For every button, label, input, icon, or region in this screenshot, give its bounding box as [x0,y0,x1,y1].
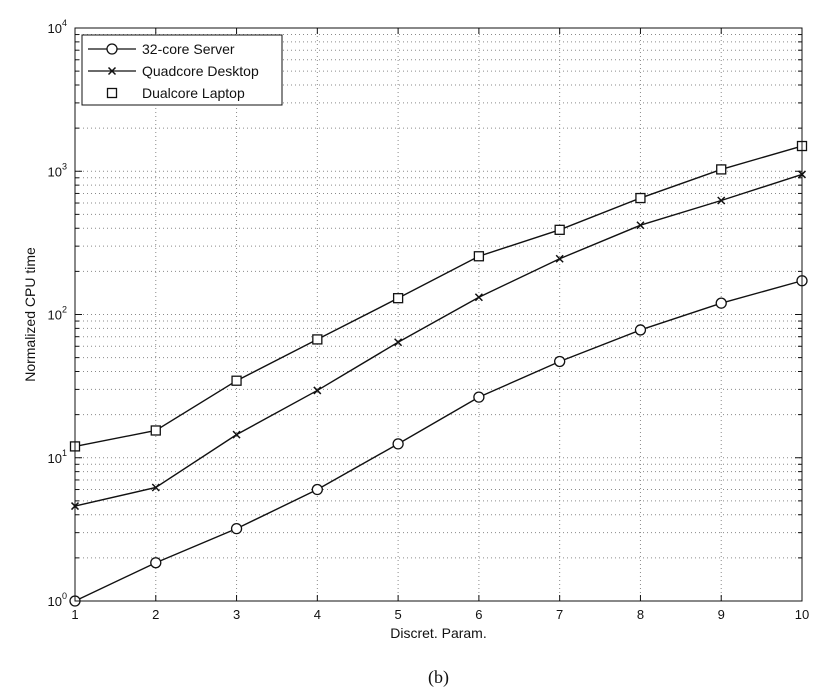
legend-marker [106,87,118,99]
x-tick-label: 1 [71,607,78,622]
data-point-circle [715,297,727,309]
data-point-circle [150,557,162,569]
legend-label: 32-core Server [142,41,235,57]
y-tick-base: 10 [48,21,62,36]
y-tick-exponent: 0 [62,591,67,601]
legend-marker [106,43,118,55]
y-tick-label: 104 [48,18,67,36]
series-x [70,170,807,511]
plot-frame [74,27,803,602]
data-point-circle [554,355,566,368]
x-tick-label: 9 [718,607,725,622]
x-tick-label: 10 [795,607,809,622]
legend-label: Dualcore Laptop [142,85,245,101]
data-point-square [473,251,485,262]
data-point-x [394,338,403,347]
series-line [74,173,803,507]
x-axis-label: Discret. Param. [390,625,486,641]
legend-item: Quadcore Desktop [88,63,259,79]
legend: 32-core Server Quadcore Desktop Dualcore L… [81,34,283,106]
y-tick-base: 10 [48,594,62,609]
data-point-square [554,224,565,235]
data-point-square [635,192,646,204]
series-square [69,140,808,452]
data-point-circle [634,324,647,336]
data-point-square [392,293,404,304]
x-tick-label: 3 [233,607,240,622]
data-point-circle [230,522,243,535]
data-point-x [313,386,322,395]
x-tick-label: 5 [394,607,401,622]
x-tick-label: 6 [475,607,482,622]
y-axis-label: Normalized CPU time [22,247,38,382]
series-line [74,145,803,448]
x-tick-label: 4 [314,607,321,622]
data-point-x [717,196,726,205]
x-tick-label: 2 [152,607,159,622]
series-circle [69,275,808,607]
data-point-x [636,221,645,230]
data-point-square [716,164,727,175]
y-tick-base: 10 [48,451,62,466]
y-tick-base: 10 [48,308,62,323]
series-group [69,140,808,607]
y-tick-exponent: 3 [62,161,67,171]
data-point-circle [392,438,404,450]
data-point-x [555,254,564,263]
legend-label: Quadcore Desktop [142,63,259,79]
data-point-square [312,334,323,345]
data-point-x [232,430,241,439]
series-line [74,280,803,602]
data-point-circle [473,391,485,403]
y-tick-exponent: 4 [62,18,67,28]
x-tick-label: 8 [637,607,644,622]
legend-items: 32-core Server Quadcore Desktop Dualcore L… [88,41,259,101]
legend-marker [107,66,117,76]
y-tick-label: 103 [48,161,67,179]
y-tick-exponent: 1 [62,448,67,458]
data-point-square [231,375,242,386]
y-tick-base: 10 [48,164,62,179]
figure-caption: (b) [428,667,449,688]
data-point-circle [311,483,323,496]
x-tick-label: 7 [556,607,563,622]
data-point-x [151,483,160,492]
data-point-square [150,425,161,436]
legend-item: Dualcore Laptop [106,85,245,101]
y-tick-label: 102 [48,305,67,323]
y-tick-label: 101 [48,448,67,466]
grid [75,28,802,601]
data-point-x [474,293,483,302]
y-tick-label: 100 [48,591,67,609]
legend-item: 32-core Server [88,41,235,57]
y-tick-exponent: 2 [62,305,67,315]
